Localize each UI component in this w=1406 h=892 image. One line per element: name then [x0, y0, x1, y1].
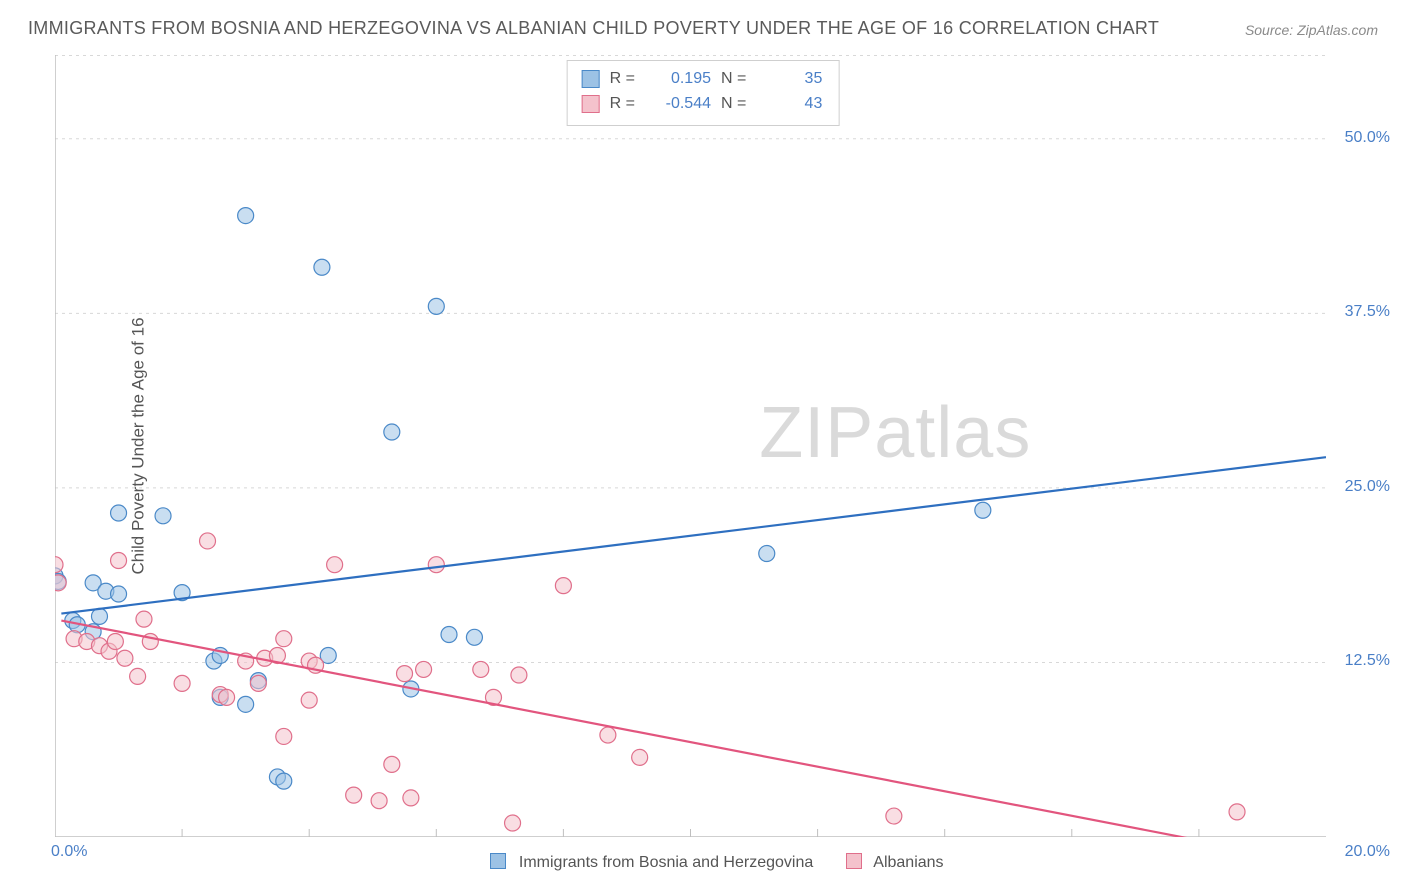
y-tick-label: 25.0%: [1345, 478, 1390, 496]
legend-n-value-1: 35: [756, 67, 822, 92]
legend-n-label-1: N =: [721, 67, 746, 92]
source-value: ZipAtlas.com: [1297, 22, 1378, 38]
x-legend-swatch-2: [846, 853, 862, 869]
chart-plot-area: [55, 55, 1326, 837]
legend-r-label-2: R =: [610, 92, 635, 117]
x-legend-label-1: Immigrants from Bosnia and Herzegovina: [519, 854, 813, 871]
legend-n-value-2: 43: [756, 92, 822, 117]
correlation-legend: R = 0.195 N = 35 R = -0.544 N = 43: [567, 60, 840, 126]
x-legend-label-2: Albanians: [873, 854, 943, 871]
y-tick-label: 12.5%: [1345, 652, 1390, 670]
legend-r-value-1: 0.195: [645, 67, 711, 92]
source-attribution: Source: ZipAtlas.com: [1245, 22, 1378, 38]
y-tick-label: 37.5%: [1345, 303, 1390, 321]
x-axis-legend: Immigrants from Bosnia and Herzegovina A…: [0, 853, 1406, 872]
legend-row-series-1: R = 0.195 N = 35: [582, 67, 823, 92]
x-tick-label: 0.0%: [51, 843, 87, 861]
y-tick-label: 50.0%: [1345, 129, 1390, 147]
legend-swatch-2: [582, 95, 600, 113]
chart-svg: [55, 55, 1326, 837]
legend-r-label-1: R =: [610, 67, 635, 92]
x-tick-label: 20.0%: [1345, 843, 1390, 861]
legend-swatch-1: [582, 70, 600, 88]
legend-n-label-2: N =: [721, 92, 746, 117]
chart-title: IMMIGRANTS FROM BOSNIA AND HERZEGOVINA V…: [28, 18, 1159, 39]
x-legend-swatch-1: [490, 853, 506, 869]
legend-row-series-2: R = -0.544 N = 43: [582, 92, 823, 117]
source-label: Source:: [1245, 22, 1297, 38]
legend-r-value-2: -0.544: [645, 92, 711, 117]
